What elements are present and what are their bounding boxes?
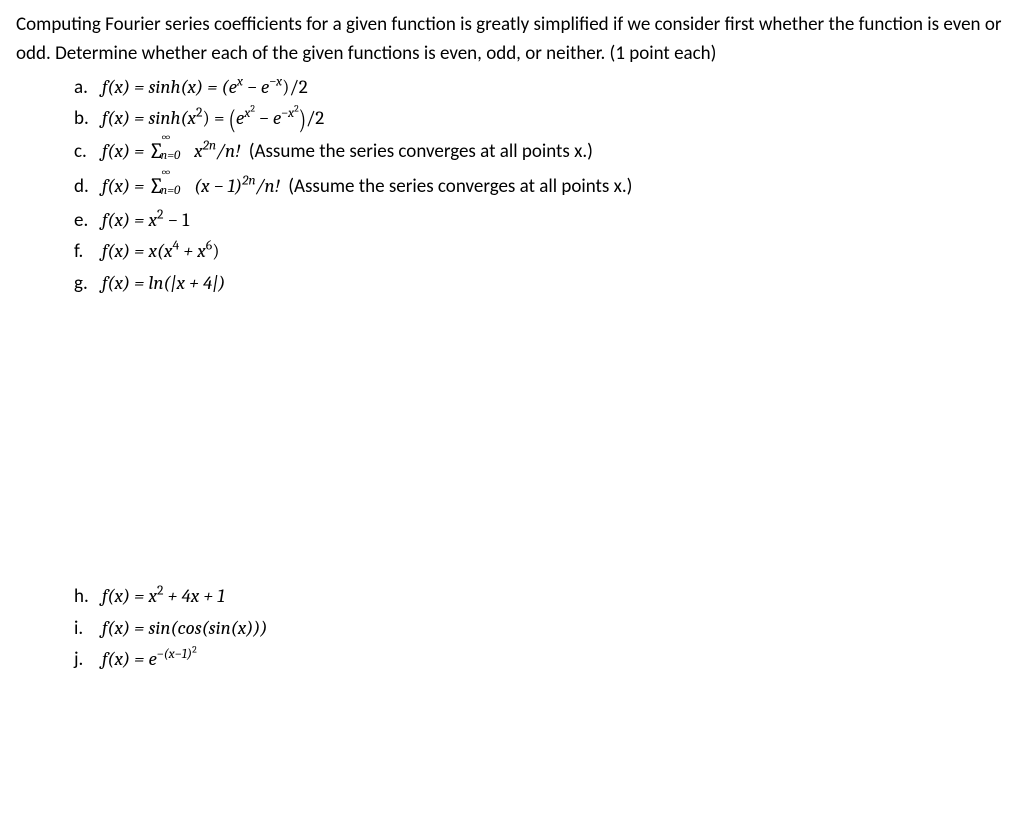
item-expression: f(x) = sinh(x2) = (ex2 − e−x2)/2 [102, 104, 324, 134]
item-expression: f(x) = ln(|x + 4|) [102, 269, 225, 298]
item-e: e. f(x) = x2 − 1 [74, 206, 1008, 236]
item-letter: h. [74, 583, 102, 612]
item-c: c. f(x) = ∑∞n=0 x2n/n! (Assume the serie… [74, 136, 1008, 169]
problem-list: a. f(x) = sinh(x) = (ex − e−x)/2 b. f(x)… [74, 73, 1008, 675]
item-a: a. f(x) = sinh(x) = (ex − e−x)/2 [74, 73, 1008, 103]
item-letter: g. [74, 270, 102, 299]
item-letter: d. [74, 173, 102, 202]
item-b: b. f(x) = sinh(x2) = (ex2 − e−x2)/2 [74, 104, 1008, 134]
item-note: (Assume the series converges at all poin… [284, 175, 632, 198]
page: Computing Fourier series coefficients fo… [0, 0, 1024, 687]
item-i: i. f(x) = sin(cos(sin(x))) [74, 614, 1008, 644]
item-letter: c. [74, 138, 102, 167]
item-letter: i. [74, 615, 102, 644]
item-note: (Assume the series converges at all poin… [244, 140, 592, 163]
item-expression: f(x) = sin(cos(sin(x))) [102, 614, 267, 643]
item-expression: f(x) = sinh(x) = (ex − e−x)/2 [102, 73, 308, 102]
item-letter: a. [74, 74, 102, 103]
item-g: g. f(x) = ln(|x + 4|) [74, 269, 1008, 299]
item-d: d. f(x) = ∑∞n=0 (x − 1)2n/n! (Assume the… [74, 171, 1008, 204]
item-expression: f(x) = x2 + 4x + 1 [102, 582, 225, 611]
intro-paragraph: Computing Fourier series coefficients fo… [16, 10, 1008, 69]
item-letter: b. [74, 105, 102, 134]
item-expression: f(x) = ∑∞n=0 (x − 1)2n/n! (Assume the se… [102, 171, 632, 204]
item-expression: f(x) = x2 − 1 [102, 206, 189, 235]
item-letter: j. [74, 646, 102, 675]
item-j: j. f(x) = e−(x−1)2 [74, 645, 1008, 675]
item-letter: e. [74, 207, 102, 236]
vertical-gap [74, 300, 1008, 582]
item-letter: f. [74, 238, 102, 267]
item-expression: f(x) = e−(x−1)2 [102, 645, 197, 674]
item-h: h. f(x) = x2 + 4x + 1 [74, 582, 1008, 612]
sigma-icon: ∑∞n=0 [148, 171, 163, 204]
item-expression: f(x) = ∑∞n=0 x2n/n! (Assume the series c… [102, 136, 593, 169]
item-f: f. f(x) = x(x4 + x6) [74, 237, 1008, 267]
item-expression: f(x) = x(x4 + x6) [102, 237, 219, 266]
